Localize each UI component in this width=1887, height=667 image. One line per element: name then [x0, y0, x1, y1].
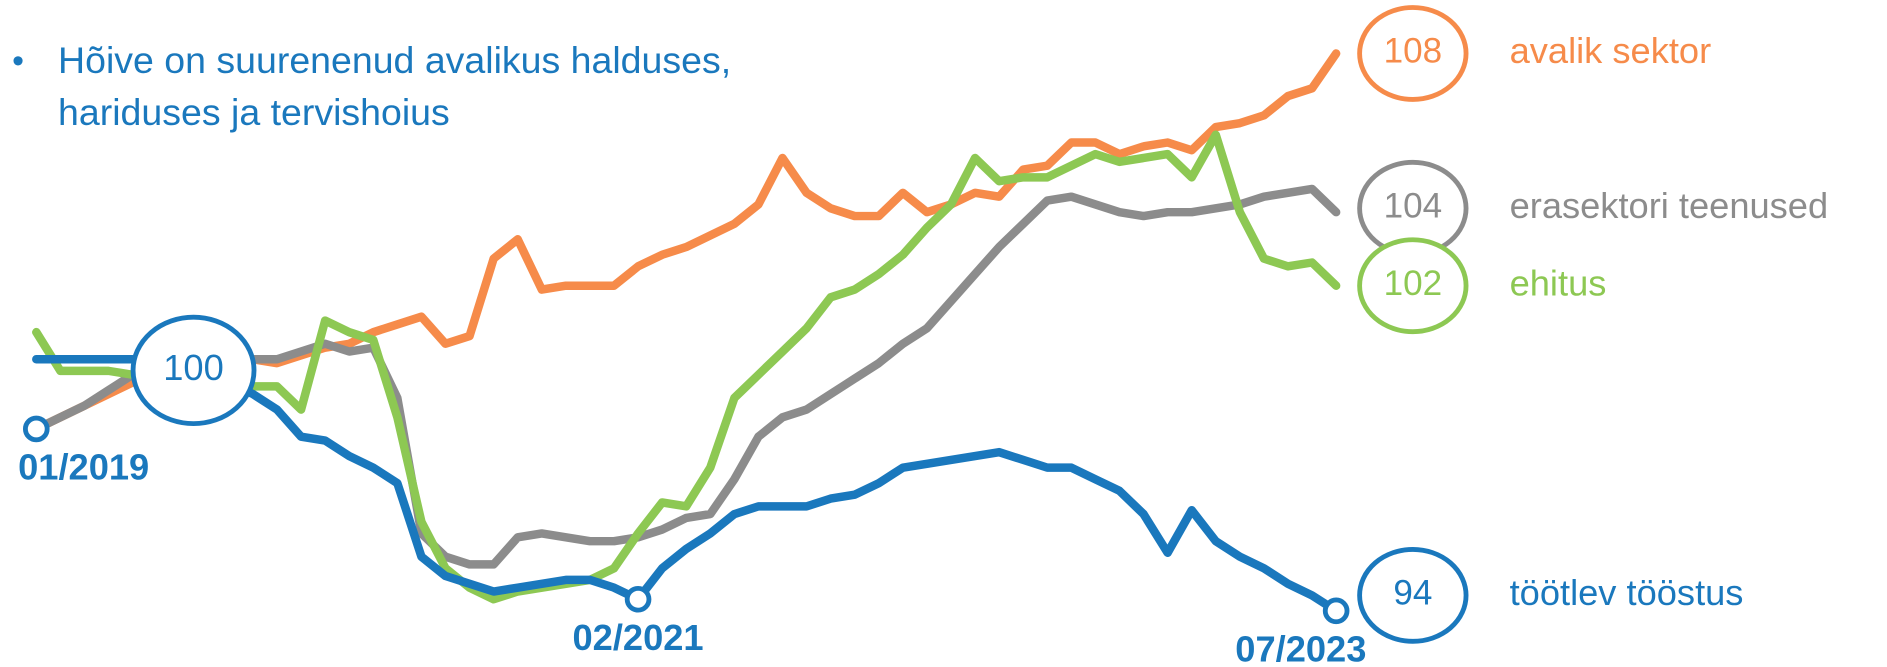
base-circle — [130, 314, 257, 427]
end-value-label: 94 — [1393, 574, 1432, 613]
legend-label: avalik sektor — [1510, 30, 1712, 71]
base-label: 100 — [163, 347, 224, 388]
date-marker — [1322, 597, 1350, 625]
end-circle — [1357, 5, 1469, 102]
x-tick-label: 07/2023 — [1235, 629, 1366, 667]
end-circle — [1357, 546, 1469, 644]
date-marker — [22, 415, 50, 443]
end-circle — [1357, 237, 1469, 335]
x-tick-label: 02/2021 — [573, 617, 704, 658]
x-tick-label: 01/2019 — [18, 447, 149, 488]
end-value-label: 102 — [1384, 264, 1443, 303]
legend-label: ehitus — [1510, 262, 1607, 303]
title-line: Hõive on suurenenud avalikus halduses, — [58, 39, 731, 81]
end-value-label: 108 — [1384, 32, 1443, 71]
title-line: hariduses ja tervishoius — [58, 91, 450, 133]
bullet: • — [12, 42, 24, 80]
date-marker — [624, 585, 652, 613]
legend-label: töötlev tööstus — [1510, 572, 1744, 613]
series-line — [32, 355, 1341, 616]
end-value-label: 104 — [1384, 187, 1443, 226]
legend-label: erasektori teenused — [1510, 185, 1829, 226]
